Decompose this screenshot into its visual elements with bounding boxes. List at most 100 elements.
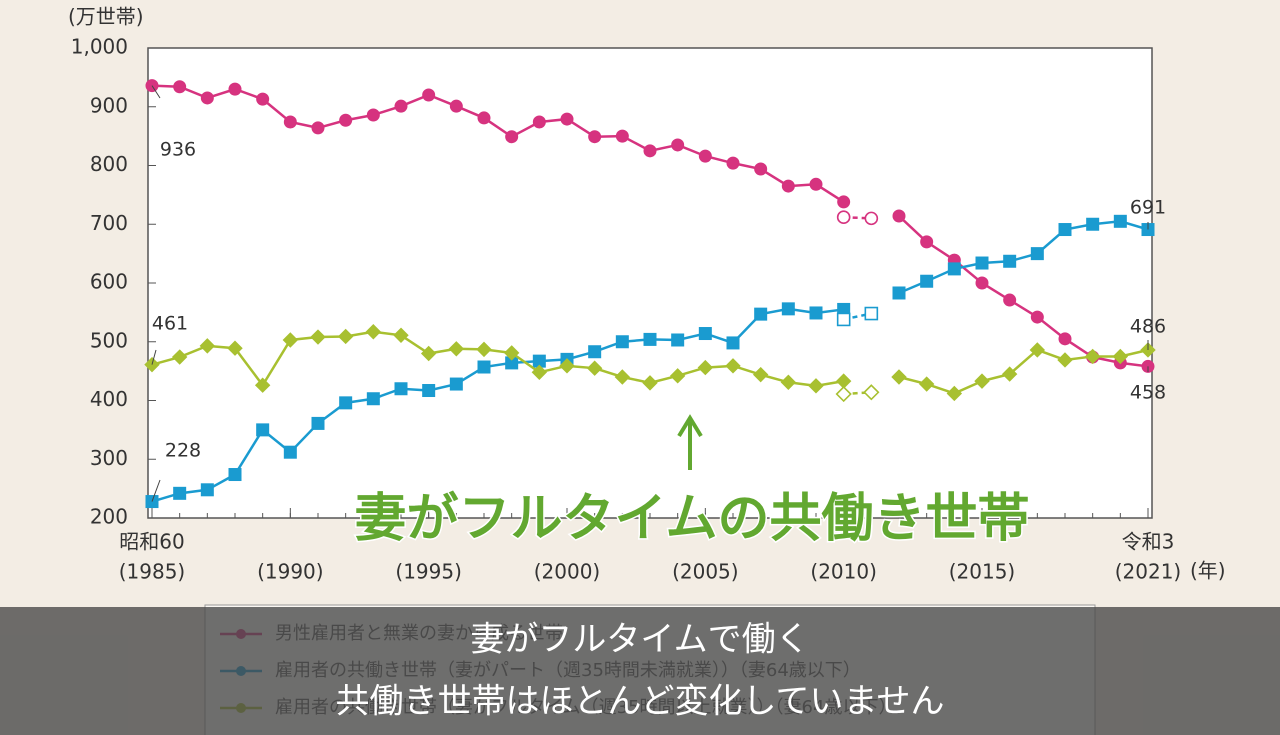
y-tick-label: 200 (90, 505, 128, 529)
point (144, 356, 160, 373)
subtitle-line: 妻がフルタイムで働く (470, 620, 809, 660)
y-tick-label: 300 (90, 446, 128, 470)
point (477, 360, 491, 374)
point (366, 108, 380, 122)
point (726, 336, 740, 350)
point (947, 262, 961, 276)
point (227, 340, 243, 356)
point (1084, 348, 1101, 365)
point (228, 82, 242, 96)
point (836, 210, 851, 224)
x-tick-label: (2015) (949, 560, 1016, 584)
data-label: 486 (1130, 316, 1166, 338)
point (311, 121, 325, 135)
data-label: 228 (165, 440, 201, 462)
point (615, 335, 629, 349)
data-label: 691 (1130, 197, 1166, 219)
point (531, 364, 548, 381)
point (256, 423, 270, 437)
point (781, 302, 795, 316)
x-tick-label: (2000) (534, 560, 601, 584)
point (200, 91, 214, 105)
y-tick-label: 800 (90, 152, 128, 176)
point (697, 359, 714, 376)
point (837, 195, 851, 209)
point (1003, 293, 1017, 307)
point (586, 360, 603, 376)
point (920, 274, 934, 288)
subtitle-band (0, 607, 1280, 735)
point (228, 468, 242, 482)
point (311, 416, 325, 430)
x-unit: (年) (1190, 559, 1226, 583)
x-tick-label: (1990) (257, 560, 324, 584)
arrow (677, 414, 703, 470)
era-label: 昭和60 (119, 530, 184, 554)
point (1113, 214, 1127, 228)
point (393, 327, 409, 343)
point (449, 377, 463, 391)
point (671, 138, 685, 152)
point (754, 307, 768, 321)
era-label: 令和3 (1122, 530, 1175, 554)
point (310, 329, 326, 345)
point (448, 341, 465, 357)
x-tick-label: (2021) (1115, 560, 1182, 584)
point (835, 385, 852, 403)
y-unit: (万世帯) (68, 5, 144, 29)
point (946, 385, 963, 402)
x-tick-label: (2005) (672, 560, 739, 584)
point (476, 341, 492, 358)
point (615, 129, 629, 143)
point (560, 112, 574, 126)
point (337, 328, 354, 345)
y-tick-label: 700 (90, 211, 128, 235)
y-tick-label: 400 (90, 387, 128, 411)
point (282, 332, 299, 348)
point (975, 276, 989, 290)
point (698, 327, 712, 341)
point (1030, 310, 1044, 324)
y-tick-label: 500 (90, 328, 128, 352)
point (559, 358, 575, 374)
point (420, 345, 437, 362)
point (1003, 254, 1017, 268)
point (671, 333, 685, 347)
point (1112, 348, 1129, 365)
point (920, 235, 934, 249)
point (1086, 217, 1100, 231)
subtitle-line: 共働き世帯はほとんど変化していません (336, 682, 945, 722)
caption: 妻がフルタイムの共働き世帯 (355, 489, 1030, 549)
x-tick-label: (2010) (810, 560, 877, 584)
point (394, 99, 408, 113)
point (199, 338, 216, 354)
point (975, 256, 989, 270)
point (643, 332, 657, 346)
data-label: 458 (1130, 382, 1166, 404)
y-tick-label: 1,000 (71, 35, 128, 59)
point (1058, 223, 1072, 237)
point (836, 312, 851, 327)
point (754, 162, 768, 176)
point (1057, 352, 1073, 368)
point (588, 345, 602, 359)
point (366, 392, 380, 406)
point (477, 111, 491, 125)
point (339, 113, 353, 127)
point (256, 92, 270, 106)
point (1029, 342, 1046, 358)
point (780, 374, 797, 390)
point (449, 99, 463, 113)
point (503, 345, 520, 361)
point (200, 483, 214, 497)
leader-line (151, 479, 161, 502)
point (171, 349, 188, 365)
point (642, 375, 658, 391)
y-tick-label: 600 (90, 270, 128, 294)
point (752, 366, 769, 383)
data-label: 461 (152, 313, 188, 335)
point (365, 324, 382, 340)
point (283, 115, 297, 129)
point (532, 115, 546, 129)
